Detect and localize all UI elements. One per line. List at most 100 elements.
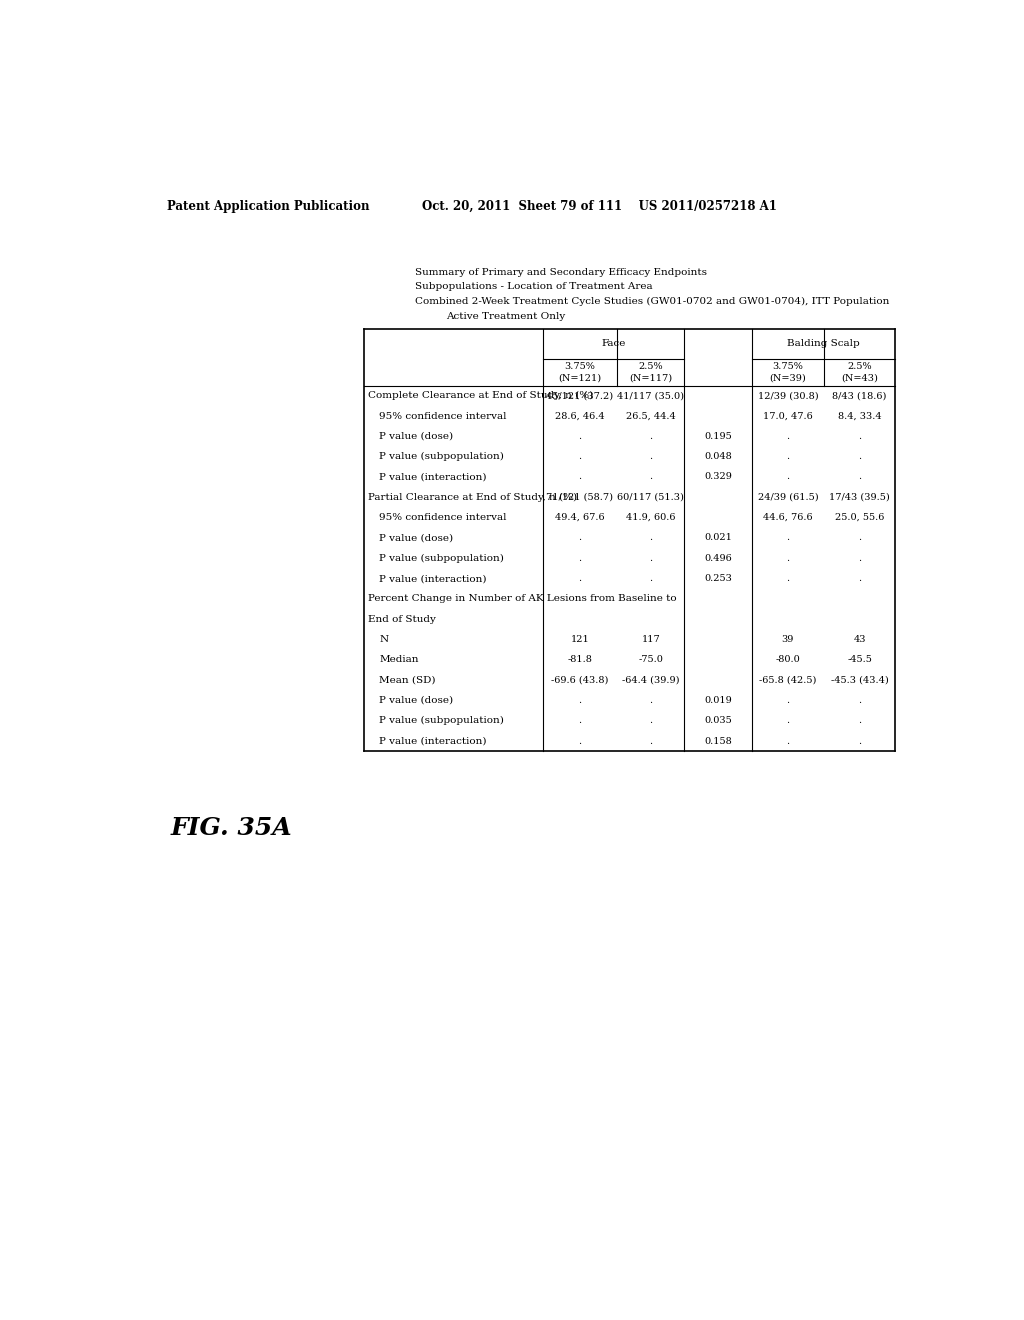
Text: .: . — [649, 533, 652, 543]
Text: P value (subpopulation): P value (subpopulation) — [379, 717, 504, 726]
Text: 17/43 (39.5): 17/43 (39.5) — [829, 492, 890, 502]
Text: 26.5, 44.4: 26.5, 44.4 — [626, 412, 676, 421]
Text: 2.5%
(N=117): 2.5% (N=117) — [629, 362, 673, 381]
Text: 0.158: 0.158 — [705, 737, 732, 746]
Text: -45.5: -45.5 — [847, 655, 872, 664]
Text: 71/121 (58.7): 71/121 (58.7) — [547, 492, 613, 502]
Text: 0.019: 0.019 — [705, 696, 732, 705]
Text: -64.4 (39.9): -64.4 (39.9) — [622, 676, 680, 685]
Text: .: . — [786, 717, 790, 725]
Text: .: . — [579, 737, 582, 746]
Text: .: . — [786, 696, 790, 705]
Text: .: . — [786, 453, 790, 461]
Text: .: . — [649, 453, 652, 461]
Text: Subpopulations - Location of Treatment Area: Subpopulations - Location of Treatment A… — [415, 282, 652, 292]
Text: 0.048: 0.048 — [705, 453, 732, 461]
Text: 49.4, 67.6: 49.4, 67.6 — [555, 513, 604, 523]
Text: Combined 2-Week Treatment Cycle Studies (GW01-0702 and GW01-0704), ITT Populatio: Combined 2-Week Treatment Cycle Studies … — [415, 297, 889, 306]
Text: .: . — [786, 432, 790, 441]
Text: .: . — [858, 533, 861, 543]
Text: 0.035: 0.035 — [705, 717, 732, 725]
Text: -75.0: -75.0 — [638, 655, 664, 664]
Text: 0.195: 0.195 — [705, 432, 732, 441]
Text: .: . — [858, 696, 861, 705]
Text: 44.6, 76.6: 44.6, 76.6 — [763, 513, 813, 523]
Text: 0.496: 0.496 — [705, 554, 732, 562]
Text: P value (interaction): P value (interaction) — [379, 473, 486, 482]
Text: .: . — [786, 574, 790, 583]
Text: .: . — [858, 554, 861, 562]
Text: -81.8: -81.8 — [567, 655, 592, 664]
Text: 24/39 (61.5): 24/39 (61.5) — [758, 492, 818, 502]
Text: 41.9, 60.6: 41.9, 60.6 — [626, 513, 676, 523]
Text: .: . — [649, 717, 652, 725]
Text: .: . — [579, 554, 582, 562]
Text: End of Study: End of Study — [369, 615, 436, 624]
Text: 0.329: 0.329 — [705, 473, 732, 482]
Text: 121: 121 — [570, 635, 589, 644]
Text: N: N — [379, 635, 388, 644]
Text: 0.253: 0.253 — [705, 574, 732, 583]
Text: 41/117 (35.0): 41/117 (35.0) — [617, 391, 684, 400]
Text: P value (dose): P value (dose) — [379, 696, 454, 705]
Text: P value (subpopulation): P value (subpopulation) — [379, 453, 504, 461]
Text: 39: 39 — [781, 635, 794, 644]
Text: Summary of Primary and Secondary Efficacy Endpoints: Summary of Primary and Secondary Efficac… — [415, 268, 707, 277]
Text: .: . — [858, 574, 861, 583]
Text: Oct. 20, 2011  Sheet 79 of 111    US 2011/0257218 A1: Oct. 20, 2011 Sheet 79 of 111 US 2011/02… — [423, 199, 777, 213]
Text: .: . — [579, 453, 582, 461]
Text: -65.8 (42.5): -65.8 (42.5) — [759, 676, 816, 685]
Text: .: . — [579, 574, 582, 583]
Text: .: . — [786, 554, 790, 562]
Text: .: . — [579, 473, 582, 482]
Text: Patent Application Publication: Patent Application Publication — [167, 199, 370, 213]
Text: Active Treatment Only: Active Treatment Only — [445, 312, 565, 321]
Text: 28.6, 46.4: 28.6, 46.4 — [555, 412, 604, 421]
Text: Mean (SD): Mean (SD) — [379, 676, 435, 685]
Text: 8/43 (18.6): 8/43 (18.6) — [833, 391, 887, 400]
Text: Complete Clearance at End of Study, n (%): Complete Clearance at End of Study, n (%… — [369, 391, 594, 400]
Text: .: . — [649, 574, 652, 583]
Text: Partial Clearance at End of Study, n (%): Partial Clearance at End of Study, n (%) — [369, 492, 578, 502]
Text: .: . — [649, 554, 652, 562]
Text: 8.4, 33.4: 8.4, 33.4 — [838, 412, 882, 421]
Text: Median: Median — [379, 655, 419, 664]
Text: Balding Scalp: Balding Scalp — [787, 339, 860, 348]
Text: .: . — [649, 696, 652, 705]
Text: P value (dose): P value (dose) — [379, 533, 454, 543]
Text: 2.5%
(N=43): 2.5% (N=43) — [841, 362, 878, 381]
Text: 95% confidence interval: 95% confidence interval — [379, 412, 507, 421]
Text: P value (dose): P value (dose) — [379, 432, 454, 441]
Text: .: . — [649, 737, 652, 746]
Text: 17.0, 47.6: 17.0, 47.6 — [763, 412, 813, 421]
Text: .: . — [858, 453, 861, 461]
Text: 45/121 (37.2): 45/121 (37.2) — [546, 391, 613, 400]
Text: P value (interaction): P value (interaction) — [379, 574, 486, 583]
Text: 60/117 (51.3): 60/117 (51.3) — [617, 492, 684, 502]
Text: 12/39 (30.8): 12/39 (30.8) — [758, 391, 818, 400]
Text: -80.0: -80.0 — [775, 655, 801, 664]
Text: Face: Face — [601, 339, 626, 348]
Text: P value (interaction): P value (interaction) — [379, 737, 486, 746]
Text: .: . — [579, 533, 582, 543]
Text: 3.75%
(N=39): 3.75% (N=39) — [770, 362, 806, 381]
Text: FIG. 35A: FIG. 35A — [171, 816, 292, 841]
Text: .: . — [858, 432, 861, 441]
Text: .: . — [649, 432, 652, 441]
Text: 43: 43 — [853, 635, 866, 644]
Text: .: . — [786, 533, 790, 543]
Text: P value (subpopulation): P value (subpopulation) — [379, 553, 504, 562]
Text: .: . — [786, 473, 790, 482]
Text: .: . — [786, 737, 790, 746]
Text: .: . — [579, 432, 582, 441]
Text: 3.75%
(N=121): 3.75% (N=121) — [558, 362, 601, 381]
Text: .: . — [579, 696, 582, 705]
Text: .: . — [649, 473, 652, 482]
Text: .: . — [858, 717, 861, 725]
Text: .: . — [858, 737, 861, 746]
Text: Percent Change in Number of AK Lesions from Baseline to: Percent Change in Number of AK Lesions f… — [369, 594, 677, 603]
Text: -69.6 (43.8): -69.6 (43.8) — [551, 676, 608, 685]
Text: 0.021: 0.021 — [705, 533, 732, 543]
Text: 117: 117 — [641, 635, 660, 644]
Text: -45.3 (43.4): -45.3 (43.4) — [830, 676, 889, 685]
